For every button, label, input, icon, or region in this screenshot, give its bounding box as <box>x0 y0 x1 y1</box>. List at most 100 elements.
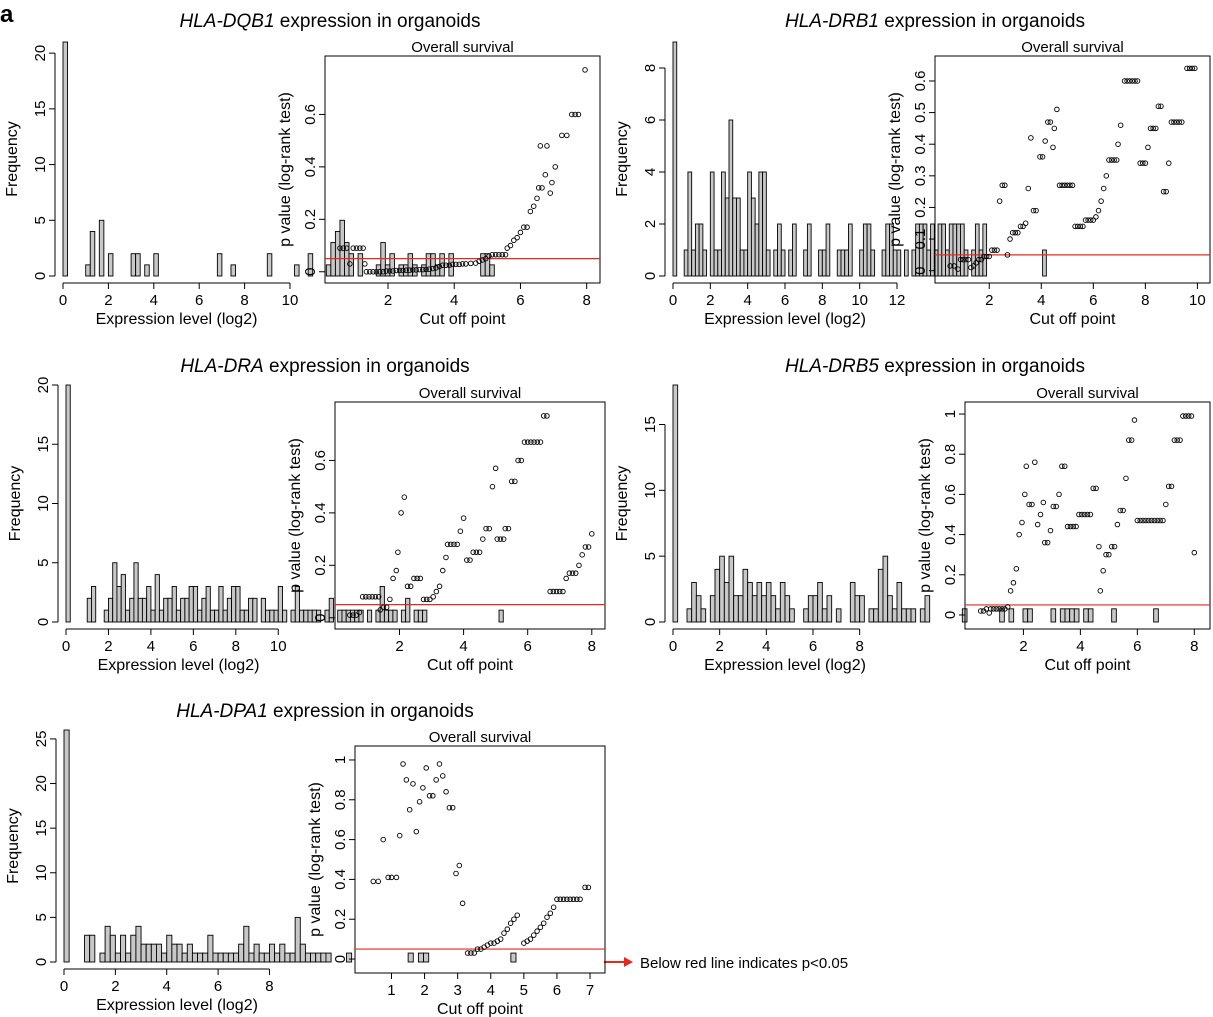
histogram-bar <box>112 562 118 623</box>
scatter-point <box>492 251 499 258</box>
histogram-bar <box>754 223 760 277</box>
scatter-point <box>380 836 386 843</box>
scatter-point <box>1081 511 1088 518</box>
histogram-bar <box>191 952 199 963</box>
scatter-point <box>416 799 423 805</box>
histogram-bar <box>175 609 182 623</box>
scatter-point <box>1025 185 1032 192</box>
scatter-point <box>547 910 554 917</box>
histogram-bar <box>510 952 517 963</box>
y-tick-label: 20 <box>35 377 52 394</box>
histogram-bar <box>737 595 744 623</box>
x-tick-label: 4 <box>743 292 751 309</box>
histogram-bar <box>269 943 276 963</box>
chart-title: HLA-DRB1 expression in organoids <box>785 11 1085 32</box>
histogram-bar <box>124 609 131 623</box>
scatter-point <box>1129 78 1136 84</box>
histogram-bar <box>999 608 1005 623</box>
scatter-point <box>494 536 500 542</box>
survival-x-axis: 2 4 6 8 Cut off point <box>1019 629 1198 674</box>
scatter-point <box>1186 65 1193 72</box>
histogram-bar <box>780 249 786 277</box>
histogram-bar <box>425 253 432 277</box>
y-tick-label: 15 <box>32 101 49 118</box>
scatter-point <box>1039 154 1046 160</box>
scatter-point <box>460 515 467 521</box>
histogram-bar <box>163 597 169 623</box>
scatter-point <box>502 525 509 532</box>
scatter-point <box>544 413 550 419</box>
scatter-point <box>512 478 518 485</box>
histogram-bar <box>714 568 721 623</box>
histogram-bar <box>818 249 823 277</box>
histogram-bar <box>691 249 696 277</box>
scatter-point <box>383 604 390 611</box>
scatter-point <box>504 245 510 251</box>
histogram-bar <box>188 586 194 623</box>
scatter-point <box>1106 551 1112 558</box>
histogram-bar <box>161 952 168 963</box>
histogram-bar <box>107 597 114 623</box>
histogram-x-axis: 0 2 4 6 8 10 Expression level (log2) <box>62 628 287 674</box>
x-tick-label: 4 <box>1037 292 1045 309</box>
histogram-bar <box>330 242 336 277</box>
histogram-bar <box>891 608 898 623</box>
histogram-bar <box>171 586 177 623</box>
histogram-bar <box>345 609 351 623</box>
scatter-point <box>486 253 492 259</box>
y-axis-label: p value (log-rank test) <box>277 92 294 247</box>
histogram-bar <box>747 582 753 623</box>
scatter-point <box>500 536 507 542</box>
scatter-point <box>983 253 990 260</box>
x-tick-label: 6 <box>516 292 524 309</box>
scatter-point <box>963 256 969 263</box>
y-tick-label: 0.4 <box>912 134 929 155</box>
histogram-bar <box>231 586 237 623</box>
scatter-point <box>393 874 400 881</box>
scatter-point <box>385 874 391 881</box>
histogram-y-axis: 0 5 10 15 20 Frequency <box>7 377 59 626</box>
scatter-point <box>375 878 381 885</box>
histogram-bar <box>717 249 722 277</box>
histogram-bar <box>166 934 173 963</box>
scatter-point <box>1054 106 1060 113</box>
histogram-bar <box>1087 608 1094 623</box>
y-tick-label: 0.2 <box>302 209 319 230</box>
x-tick-label: 7 <box>586 982 594 999</box>
scatter-point <box>370 269 376 275</box>
x-tick-label: 2 <box>1019 638 1027 655</box>
histogram-bar <box>227 952 234 963</box>
survival-y-axis: 0 0.2 0.4 0.6 p value (log-rank test) <box>277 92 325 276</box>
histogram-bar <box>758 171 764 277</box>
histogram-bar <box>99 952 106 963</box>
title-rest: expression in organoids <box>879 356 1085 377</box>
scatter-point <box>501 930 507 936</box>
y-tick-label: 5 <box>33 913 50 921</box>
histogram-bar <box>1042 249 1047 277</box>
scatter-point <box>451 541 457 548</box>
scatter-point <box>1072 223 1078 230</box>
chart-block-hla-drb1: HLA-DRB1 expression in organoids 0 2 4 6 8 10 1… <box>614 11 1211 328</box>
scatter-point <box>535 185 542 191</box>
scatter-point <box>372 594 379 600</box>
histogram-bar <box>896 249 902 277</box>
histogram-bar <box>844 249 849 277</box>
scatter-point <box>1117 507 1123 514</box>
x-axis-label: Expression level (log2) <box>96 311 258 328</box>
scatter-point <box>589 531 595 537</box>
scatter-point <box>573 570 579 576</box>
scatter-point <box>537 439 544 445</box>
scatter-point <box>1096 543 1102 550</box>
histogram-bar <box>866 223 872 277</box>
histogram-bar <box>882 555 889 623</box>
x-tick-label: 8 <box>265 978 273 995</box>
histogram-bar <box>826 595 833 623</box>
y-tick-label: 1 <box>332 756 349 764</box>
x-tick-label: 8 <box>232 638 240 655</box>
histogram-bar <box>978 249 984 277</box>
scatter-point <box>507 920 514 926</box>
histogram-bar <box>171 943 178 963</box>
scatter-point <box>386 268 393 274</box>
